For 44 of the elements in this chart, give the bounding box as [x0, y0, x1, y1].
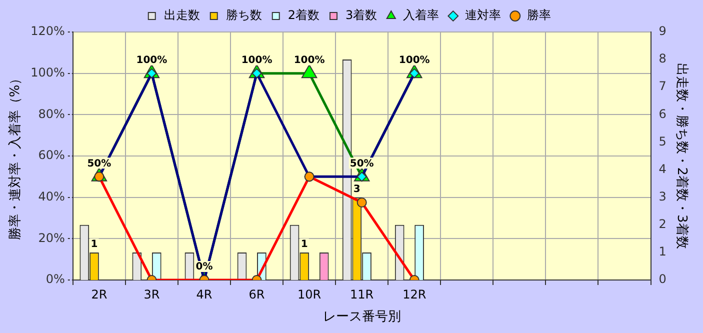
legend-label: 連対率 [465, 8, 502, 22]
y2-tick-label: 3 [658, 189, 666, 204]
data-label: 1 [300, 239, 308, 250]
x-tick-label: 4R [196, 287, 212, 302]
legend-label: 2着数 [288, 8, 320, 22]
y2-tick-label: 2 [658, 217, 666, 232]
data-label: 3 [353, 184, 360, 195]
y2-tick-label: 4 [658, 162, 666, 176]
x-tick-label: 11R [350, 287, 374, 302]
y2-tick-label: 0 [658, 272, 666, 286]
data-label: 100% [294, 54, 325, 66]
x-tick-label: 3R [144, 287, 160, 302]
y-tick-label: 120% [30, 24, 65, 38]
x-tick-label: 2R [91, 287, 108, 302]
legend-label: 勝ち数 [226, 8, 262, 22]
data-label: 50% [350, 158, 374, 170]
legend-label: 勝率 [527, 8, 552, 22]
y2-tick-label: 6 [658, 106, 666, 121]
x-tick-label: 6R [248, 287, 265, 302]
y-tick-label: 80% [38, 106, 65, 121]
legend-label: 出走数 [164, 8, 200, 22]
y-axis-title: 勝率・連対率・入着率（%） [7, 72, 24, 240]
data-label: 100% [136, 54, 168, 66]
legend-label: 入着率 [403, 8, 440, 22]
data-label: 50% [87, 158, 112, 170]
y-tick-label: 0% [46, 272, 65, 286]
data-label: 100% [241, 54, 272, 66]
legend-label: 3着数 [346, 8, 378, 22]
y-tick-label: 60% [38, 148, 65, 162]
y-tick-label: 100% [30, 65, 65, 80]
x-axis-title: レース番号別 [322, 310, 401, 325]
y2-tick-label: 1 [658, 244, 666, 259]
y2-tick-label: 7 [658, 79, 666, 94]
data-label: 1 [90, 239, 98, 250]
y2-axis-title: 出走数・勝ち数・2着数・3着数 [674, 63, 690, 249]
y-tick-label: 40% [38, 189, 65, 204]
x-tick-label: 12R [402, 287, 426, 302]
data-label: 100% [398, 54, 430, 66]
x-tick-label: 10R [298, 287, 322, 302]
y-tick-label: 20% [38, 230, 65, 245]
y2-tick-label: 8 [658, 52, 666, 66]
y2-tick-label: 5 [658, 134, 666, 148]
y2-tick-label: 9 [658, 24, 666, 38]
data-label: 0% [196, 262, 213, 273]
